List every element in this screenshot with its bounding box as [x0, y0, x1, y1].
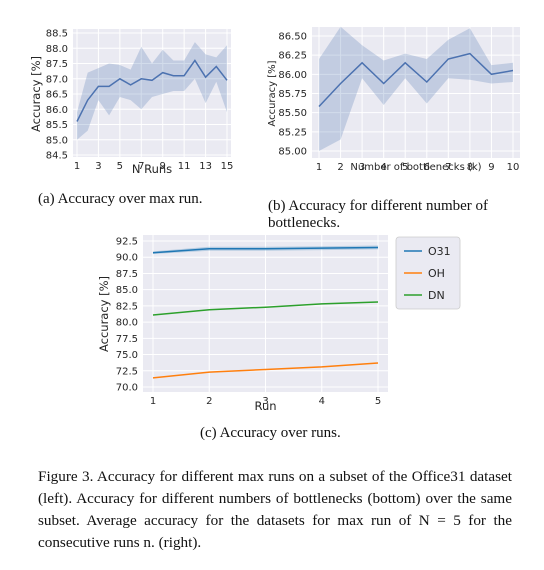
- caption-a: (a) Accuracy over max run.: [38, 191, 203, 207]
- y-tick-label: 88.0: [46, 44, 68, 55]
- series-line: [318, 52, 514, 108]
- x-tick-label: 9: [488, 162, 494, 173]
- x-tick-label: 10: [507, 162, 520, 173]
- x-tick-label: 4: [319, 396, 325, 407]
- x-tick-label: 1: [74, 161, 80, 172]
- y-tick-label: 84.5: [46, 151, 68, 162]
- x-tick-label: 5: [402, 162, 408, 173]
- y-tick-label: 87.5: [46, 59, 68, 70]
- series-line-dn: [152, 301, 379, 316]
- caption-c: (c) Accuracy over runs.: [200, 425, 341, 441]
- x-tick-label: 5: [375, 396, 381, 407]
- x-axis-label: N Runs: [132, 162, 172, 176]
- y-tick-label: 85.00: [278, 147, 307, 158]
- y-tick-label: 85.25: [278, 127, 307, 138]
- confidence-band: [77, 42, 227, 140]
- x-tick-label: 8: [467, 162, 473, 173]
- caption-b-line1: (b) Accuracy for different number of: [268, 198, 489, 214]
- x-tick-label: 3: [95, 161, 101, 172]
- x-axis-label: Run: [254, 399, 276, 413]
- x-tick-label: 1: [316, 162, 322, 173]
- y-tick-label: 86.5: [46, 90, 68, 101]
- y-tick-label: 85.0: [46, 135, 68, 146]
- legend-box: [395, 236, 461, 310]
- x-tick-label: 4: [380, 162, 386, 173]
- y-tick-label: 87.0: [46, 74, 68, 85]
- y-axis-label: Accuracy [%]: [267, 60, 278, 126]
- x-axis-label: Number of bottlenecks (k): [350, 162, 481, 173]
- y-tick-label: 85.75: [278, 89, 307, 100]
- x-tick-label: 3: [359, 162, 365, 173]
- y-axis-label: Accuracy [%]: [97, 276, 111, 352]
- x-tick-label: 9: [160, 161, 166, 172]
- y-tick-label: 72.5: [116, 366, 138, 377]
- confidence-band: [319, 26, 513, 151]
- plot-background: [312, 27, 520, 158]
- x-tick-label: 7: [445, 162, 451, 173]
- x-tick-label: 7: [138, 161, 144, 172]
- y-tick-label: 86.50: [278, 32, 307, 43]
- y-axis-label: Accuracy [%]: [29, 56, 43, 132]
- x-tick-label: 2: [337, 162, 343, 173]
- y-tick-label: 86.0: [46, 105, 68, 116]
- x-tick-label: 6: [424, 162, 430, 173]
- y-tick-label: 85.50: [278, 108, 307, 119]
- y-tick-label: 86.25: [278, 51, 307, 62]
- y-tick-label: 90.0: [116, 253, 138, 264]
- y-tick-label: 80.0: [116, 318, 138, 329]
- x-tick-label: 13: [199, 161, 212, 172]
- x-tick-label: 15: [221, 161, 234, 172]
- series-line-o31: [152, 246, 379, 254]
- plot-background: [73, 29, 231, 157]
- y-tick-label: 92.5: [116, 237, 138, 248]
- y-tick-label: 75.0: [116, 350, 138, 361]
- x-tick-label: 5: [117, 161, 123, 172]
- legend-label-dn: DN: [428, 289, 445, 302]
- series-line: [76, 59, 228, 122]
- legend-label-oh: OH: [428, 267, 445, 280]
- y-tick-label: 85.5: [46, 120, 68, 131]
- y-tick-label: 82.5: [116, 301, 138, 312]
- y-tick-label: 87.5: [116, 269, 138, 280]
- y-tick-label: 70.0: [116, 383, 138, 394]
- x-tick-label: 2: [206, 396, 212, 407]
- x-tick-label: 1: [150, 396, 156, 407]
- y-tick-label: 88.5: [46, 29, 68, 40]
- y-tick-label: 77.5: [116, 334, 138, 345]
- series-line-oh: [152, 362, 379, 379]
- x-tick-label: 11: [178, 161, 191, 172]
- y-tick-label: 86.00: [278, 70, 307, 81]
- caption-b-line2: bottlenecks.: [268, 215, 341, 231]
- y-tick-label: 85.0: [116, 285, 138, 296]
- x-tick-label: 3: [262, 396, 268, 407]
- legend-label-o31: O31: [428, 245, 451, 258]
- figure-caption: Figure 3. Accuracy for different max run…: [38, 468, 512, 551]
